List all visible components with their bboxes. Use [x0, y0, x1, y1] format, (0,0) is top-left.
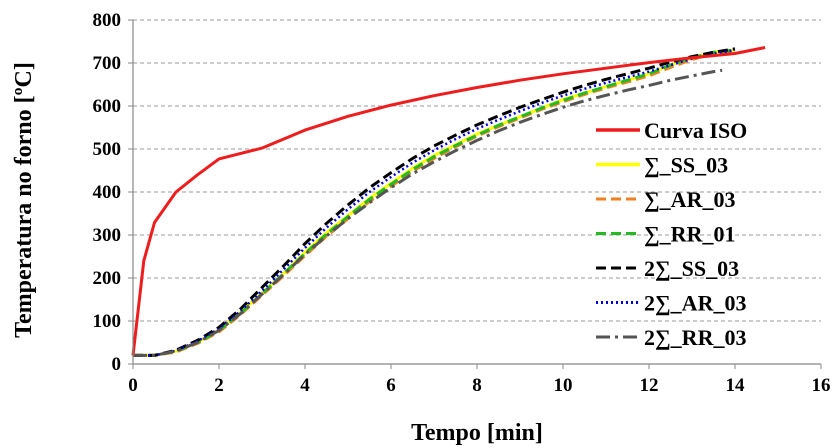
y-tick-label: 600 [93, 96, 122, 117]
series-layer [131, 46, 766, 357]
legend-label: Curva ISO [644, 118, 747, 143]
series-line-1 [131, 46, 766, 356]
series-line-6 [133, 48, 736, 357]
tick-labels: 0 2 4 6 8 10 12 14 16 0 100 200 300 400 500 600 700 800 [93, 10, 831, 396]
y-tick-label: 700 [93, 53, 122, 74]
x-tick-label: 4 [300, 375, 310, 396]
legend-label: 2∑_RR_03 [644, 325, 746, 350]
legend-label: 2∑_AR_03 [644, 291, 746, 316]
x-tick-label: 2 [214, 375, 224, 396]
x-tick-label: 10 [554, 375, 573, 396]
x-tick-label: 6 [386, 375, 396, 396]
y-tick-label: 0 [112, 354, 122, 375]
legend-label: 2∑_SS_03 [644, 256, 739, 281]
axes [128, 19, 822, 369]
y-tick-label: 800 [93, 10, 122, 31]
x-tick-label: 14 [726, 375, 746, 396]
y-tick-label: 100 [93, 311, 122, 332]
y-tick-label: 500 [93, 139, 122, 160]
x-tick-label: 0 [128, 375, 138, 396]
grid-lines [133, 19, 821, 322]
legend-label: ∑_AR_03 [644, 187, 735, 212]
x-tick-label: 8 [472, 375, 482, 396]
series-line-7 [133, 68, 723, 357]
legend-label: ∑_SS_03 [644, 153, 728, 178]
series-line-5 [133, 47, 736, 357]
y-tick-label: 400 [93, 182, 122, 203]
x-axis-title: Tempo [min] [411, 420, 543, 446]
x-tick-label: 12 [640, 375, 659, 396]
x-tick-label: 16 [812, 375, 831, 396]
y-axis-title: Temperatura no forno [ºC] [11, 62, 37, 338]
y-tick-label: 300 [93, 225, 122, 246]
legend: Curva ISO ∑_SS_03 ∑_AR_03 ∑_RR_01 2∑_SS_03 2∑… [596, 118, 747, 350]
y-tick-label: 200 [93, 268, 122, 289]
legend-label: ∑_RR_01 [644, 222, 735, 247]
